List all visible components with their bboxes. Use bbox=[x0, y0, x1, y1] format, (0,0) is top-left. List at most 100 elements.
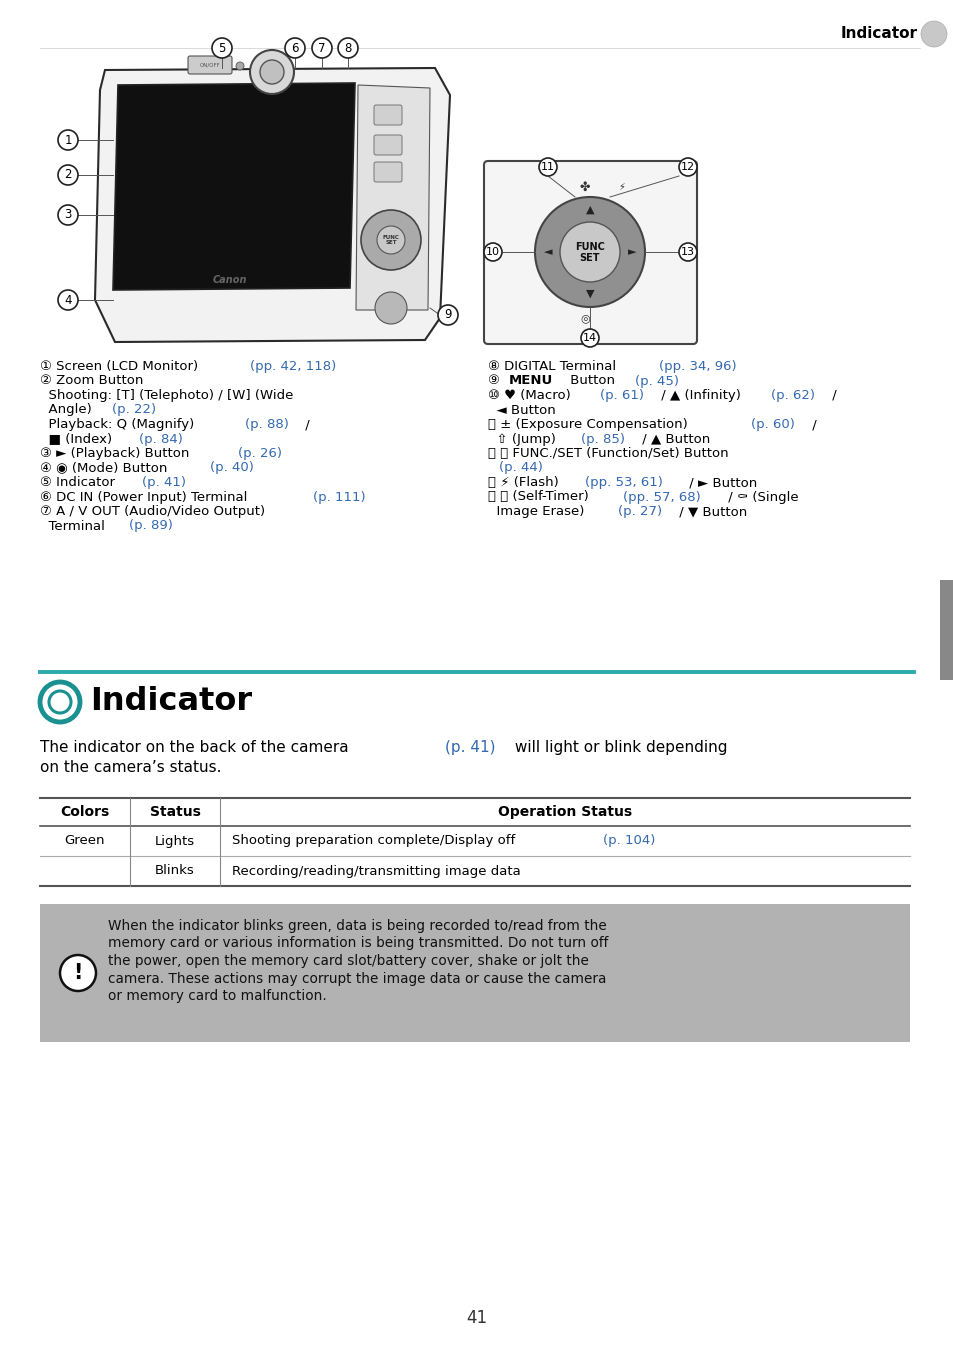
Text: Button: Button bbox=[565, 374, 618, 387]
Text: (p. 88): (p. 88) bbox=[244, 418, 288, 430]
Text: Blinks: Blinks bbox=[155, 865, 194, 877]
Text: ① Screen (LCD Monitor): ① Screen (LCD Monitor) bbox=[40, 360, 202, 373]
Text: The indicator on the back of the camera: The indicator on the back of the camera bbox=[40, 740, 354, 755]
Circle shape bbox=[437, 305, 457, 325]
Circle shape bbox=[60, 955, 96, 991]
Text: (pp. 53, 61): (pp. 53, 61) bbox=[584, 476, 662, 490]
Text: /: / bbox=[301, 418, 310, 430]
Text: (p. 89): (p. 89) bbox=[129, 519, 172, 533]
Circle shape bbox=[40, 682, 80, 722]
Text: ▼: ▼ bbox=[585, 289, 594, 299]
Text: 41: 41 bbox=[466, 1309, 487, 1328]
Polygon shape bbox=[95, 69, 450, 342]
Text: (p. 61): (p. 61) bbox=[599, 389, 643, 402]
Text: ④ ◉ (Mode) Button: ④ ◉ (Mode) Button bbox=[40, 461, 172, 475]
Circle shape bbox=[679, 243, 697, 261]
Text: 12: 12 bbox=[680, 161, 695, 172]
Text: ON/OFF: ON/OFF bbox=[199, 62, 220, 67]
Text: (p. 104): (p. 104) bbox=[602, 834, 655, 847]
Circle shape bbox=[483, 243, 501, 261]
Text: ▲: ▲ bbox=[585, 204, 594, 215]
Text: ⑧ DIGITAL Terminal: ⑧ DIGITAL Terminal bbox=[488, 360, 619, 373]
Circle shape bbox=[580, 330, 598, 347]
Text: ⑦ A / V OUT (Audio/Video Output): ⑦ A / V OUT (Audio/Video Output) bbox=[40, 504, 265, 518]
Circle shape bbox=[58, 165, 78, 186]
Text: 5: 5 bbox=[218, 42, 226, 55]
Text: 8: 8 bbox=[344, 42, 352, 55]
Text: Colors: Colors bbox=[60, 806, 110, 819]
FancyBboxPatch shape bbox=[939, 580, 953, 681]
Circle shape bbox=[260, 61, 284, 83]
Text: ⑫ Ⓕ FUNC./SET (Function/Set) Button: ⑫ Ⓕ FUNC./SET (Function/Set) Button bbox=[488, 447, 728, 460]
Text: (p. 44): (p. 44) bbox=[498, 461, 542, 475]
Text: When the indicator blinks green, data is being recorded to/read from the: When the indicator blinks green, data is… bbox=[108, 919, 606, 933]
Circle shape bbox=[312, 38, 332, 58]
Text: / ▼ Button: / ▼ Button bbox=[674, 504, 746, 518]
Text: ►: ► bbox=[627, 247, 636, 257]
Text: MENU: MENU bbox=[508, 374, 553, 387]
Circle shape bbox=[538, 157, 557, 176]
FancyBboxPatch shape bbox=[188, 56, 232, 74]
Circle shape bbox=[535, 196, 644, 307]
Text: ⚡: ⚡ bbox=[618, 182, 625, 192]
Text: ⑬ ⚡ (Flash): ⑬ ⚡ (Flash) bbox=[488, 476, 562, 490]
Polygon shape bbox=[355, 85, 430, 309]
Text: (p. 45): (p. 45) bbox=[634, 374, 678, 387]
Text: Indicator: Indicator bbox=[841, 27, 917, 42]
Text: (p. 60): (p. 60) bbox=[750, 418, 794, 430]
Circle shape bbox=[235, 62, 244, 70]
Circle shape bbox=[375, 292, 407, 324]
Text: (p. 85): (p. 85) bbox=[580, 433, 624, 445]
FancyBboxPatch shape bbox=[374, 161, 401, 182]
Text: ⑥ DC IN (Power Input) Terminal: ⑥ DC IN (Power Input) Terminal bbox=[40, 491, 252, 503]
Text: 3: 3 bbox=[64, 208, 71, 222]
Text: 10: 10 bbox=[485, 247, 499, 257]
Text: / ► Button: / ► Button bbox=[684, 476, 757, 490]
Text: ◄ Button: ◄ Button bbox=[488, 404, 556, 417]
Text: ◎: ◎ bbox=[579, 313, 589, 323]
Text: / ⚰ (Single: / ⚰ (Single bbox=[723, 491, 798, 503]
Text: 2: 2 bbox=[64, 168, 71, 182]
Text: or memory card to malfunction.: or memory card to malfunction. bbox=[108, 989, 327, 1003]
Circle shape bbox=[58, 130, 78, 151]
Text: ⑪ ± (Exposure Compensation): ⑪ ± (Exposure Compensation) bbox=[488, 418, 691, 430]
Text: 6: 6 bbox=[291, 42, 298, 55]
Text: Operation Status: Operation Status bbox=[497, 806, 632, 819]
Circle shape bbox=[559, 222, 619, 282]
Circle shape bbox=[212, 38, 232, 58]
Text: (p. 40): (p. 40) bbox=[210, 461, 253, 475]
Text: (p. 41): (p. 41) bbox=[142, 476, 186, 490]
Text: (p. 26): (p. 26) bbox=[238, 447, 282, 460]
Text: Status: Status bbox=[150, 806, 200, 819]
Text: (pp. 42, 118): (pp. 42, 118) bbox=[250, 360, 335, 373]
Text: Angle): Angle) bbox=[40, 404, 96, 417]
Text: Image Erase): Image Erase) bbox=[488, 504, 588, 518]
Text: (pp. 57, 68): (pp. 57, 68) bbox=[623, 491, 700, 503]
FancyBboxPatch shape bbox=[374, 105, 401, 125]
Text: /: / bbox=[807, 418, 816, 430]
Text: 9: 9 bbox=[444, 308, 452, 321]
Circle shape bbox=[920, 22, 946, 47]
Text: SET: SET bbox=[579, 253, 599, 264]
Text: Shooting preparation complete/Display off: Shooting preparation complete/Display of… bbox=[232, 834, 519, 847]
Circle shape bbox=[58, 204, 78, 225]
Text: on the camera’s status.: on the camera’s status. bbox=[40, 760, 221, 775]
Text: ⇧ (Jump): ⇧ (Jump) bbox=[488, 433, 559, 445]
Text: (p. 41): (p. 41) bbox=[444, 740, 495, 755]
Text: (p. 22): (p. 22) bbox=[112, 404, 156, 417]
Text: (p. 111): (p. 111) bbox=[313, 491, 365, 503]
Text: (pp. 34, 96): (pp. 34, 96) bbox=[659, 360, 736, 373]
Text: Canon: Canon bbox=[213, 274, 247, 285]
Text: 7: 7 bbox=[318, 42, 325, 55]
Text: ⑭ ⌛ (Self-Timer): ⑭ ⌛ (Self-Timer) bbox=[488, 491, 593, 503]
Text: Playback: Q (Magnify): Playback: Q (Magnify) bbox=[40, 418, 198, 430]
Polygon shape bbox=[112, 83, 355, 291]
Circle shape bbox=[250, 50, 294, 94]
Circle shape bbox=[376, 226, 405, 254]
Text: !: ! bbox=[73, 963, 83, 983]
Text: ⑩ ♥ (Macro): ⑩ ♥ (Macro) bbox=[488, 389, 575, 402]
Text: (p. 62): (p. 62) bbox=[770, 389, 814, 402]
FancyBboxPatch shape bbox=[374, 134, 401, 155]
Text: camera. These actions may corrupt the image data or cause the camera: camera. These actions may corrupt the im… bbox=[108, 971, 606, 986]
Text: ③ ► (Playback) Button: ③ ► (Playback) Button bbox=[40, 447, 193, 460]
